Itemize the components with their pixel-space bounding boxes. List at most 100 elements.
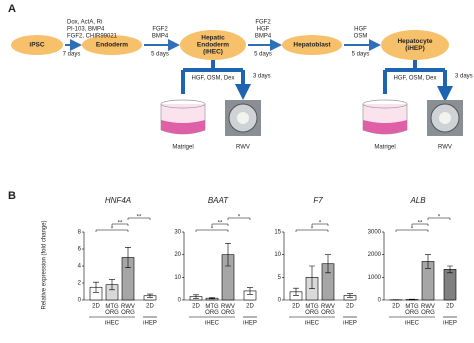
error-bar (409, 298, 415, 301)
sig-label: ** (137, 215, 142, 221)
step-factor: FGF2, CHIR99021 (67, 34, 118, 40)
step-factor: BMP4 (255, 34, 272, 40)
sig-label: * (438, 215, 441, 221)
dish-rim (362, 99, 408, 109)
sig-bracket (227, 217, 251, 220)
node-shape (11, 35, 63, 55)
sig-bracket (211, 223, 229, 226)
branch-factors: HGF, OSM, Dex (191, 76, 234, 82)
node-label: Hepatic (201, 35, 225, 42)
error-bar (347, 293, 353, 298)
y-tick-label: 20 (174, 252, 181, 258)
step-factor: Dox, ActA, Ri (67, 20, 102, 26)
y-tick-label: 0 (378, 298, 382, 304)
step-factor: FGF2 (152, 27, 168, 33)
step-factor: HGF (354, 27, 367, 33)
error-bar (93, 281, 99, 293)
group-label: iHEC (205, 321, 220, 327)
y-tick-label: 2000 (368, 252, 382, 258)
sig-label: * (411, 227, 414, 233)
x-tick-label: MTG ORG (305, 304, 319, 316)
step-duration: 7 days (63, 52, 81, 58)
sig-bracket (411, 223, 429, 226)
error-bar (293, 287, 299, 296)
node-shape (381, 30, 449, 60)
node-shape (180, 30, 246, 60)
error-bar (425, 254, 431, 269)
branch-duration: 3 days (455, 74, 473, 80)
x-tick-label: RWV ORG (321, 304, 335, 316)
step-duration: 5 days (151, 52, 169, 58)
photo-center (237, 112, 249, 124)
sig-bracket (195, 229, 229, 232)
x-tick-label: MTG ORG (205, 304, 219, 316)
diagram-layout (160, 60, 463, 136)
panel-label: A (8, 3, 16, 15)
y-tick-label: 30 (174, 230, 181, 236)
chart-title: BAAT (208, 196, 229, 205)
sig-label: * (311, 227, 314, 233)
node-label: Hepatocyte (397, 38, 432, 45)
x-tick-label: 2D (392, 304, 400, 310)
group-label: iHEP (343, 321, 357, 327)
sig-bracket (295, 229, 329, 232)
error-bar (209, 297, 215, 300)
y-tick-label: 0 (178, 298, 182, 304)
group-label: iHEC (305, 321, 320, 327)
bar (443, 269, 457, 301)
x-tick-label: MTG ORG (105, 304, 119, 316)
y-tick-label: 6 (78, 247, 82, 253)
output-label: Matrigel (374, 145, 395, 151)
y-tick-label: 1000 (368, 275, 382, 281)
step-factor: FGF2 (255, 20, 271, 26)
x-tick-label: RWV ORG (221, 304, 235, 316)
sig-bracket (111, 223, 129, 226)
chart-title: F7 (313, 196, 323, 205)
output-label: Matrigel (172, 145, 193, 151)
error-bar (309, 265, 315, 289)
photo-center (439, 112, 451, 124)
step-factor: PI-103, BMP4 (67, 27, 105, 33)
error-bar (109, 279, 115, 291)
y-tick-label: 0 (78, 298, 82, 304)
step-factor: BMP4 (152, 34, 169, 40)
sig-label: * (211, 227, 214, 233)
x-tick-label: MTG ORG (405, 304, 419, 316)
y-tick-label: 5 (278, 275, 282, 281)
y-tick-label: 10 (274, 252, 281, 258)
error-bar (247, 287, 253, 295)
sig-label: ** (118, 221, 123, 227)
y-tick-label: 10 (174, 275, 181, 281)
x-tick-label: RWV ORG (421, 304, 435, 316)
node-shape (282, 35, 342, 55)
chart-title: ALB (409, 196, 426, 205)
step-factor: HGF (257, 27, 270, 33)
group-label: iHEC (405, 321, 420, 327)
node-label: (iHEC) (203, 49, 223, 56)
error-bar (225, 243, 231, 267)
error-bar (193, 294, 199, 299)
output-label: RWV (438, 145, 452, 151)
sig-label: * (238, 215, 241, 221)
step-duration: 5 days (254, 52, 272, 58)
node-label: Hepatoblast (293, 42, 331, 49)
sig-label: ** (418, 221, 423, 227)
y-tick-label: 0 (278, 298, 282, 304)
x-tick-label: 2D (292, 304, 300, 310)
dish-rim (160, 99, 206, 109)
sig-bracket (395, 229, 429, 232)
error-bar (447, 265, 453, 274)
group-label: iHEP (143, 321, 157, 327)
panel-label: B (8, 190, 16, 202)
x-tick-label: 2D (246, 304, 254, 310)
group-label: iHEP (243, 321, 257, 327)
node-label: (iHEP) (405, 45, 425, 52)
step-duration: 5 days (352, 52, 370, 58)
sig-bracket (95, 229, 129, 232)
error-bar (325, 254, 331, 274)
sig-bracket (127, 217, 151, 220)
x-tick-label: 2D (346, 304, 354, 310)
gel (161, 120, 205, 134)
x-tick-label: 2D (92, 304, 100, 310)
